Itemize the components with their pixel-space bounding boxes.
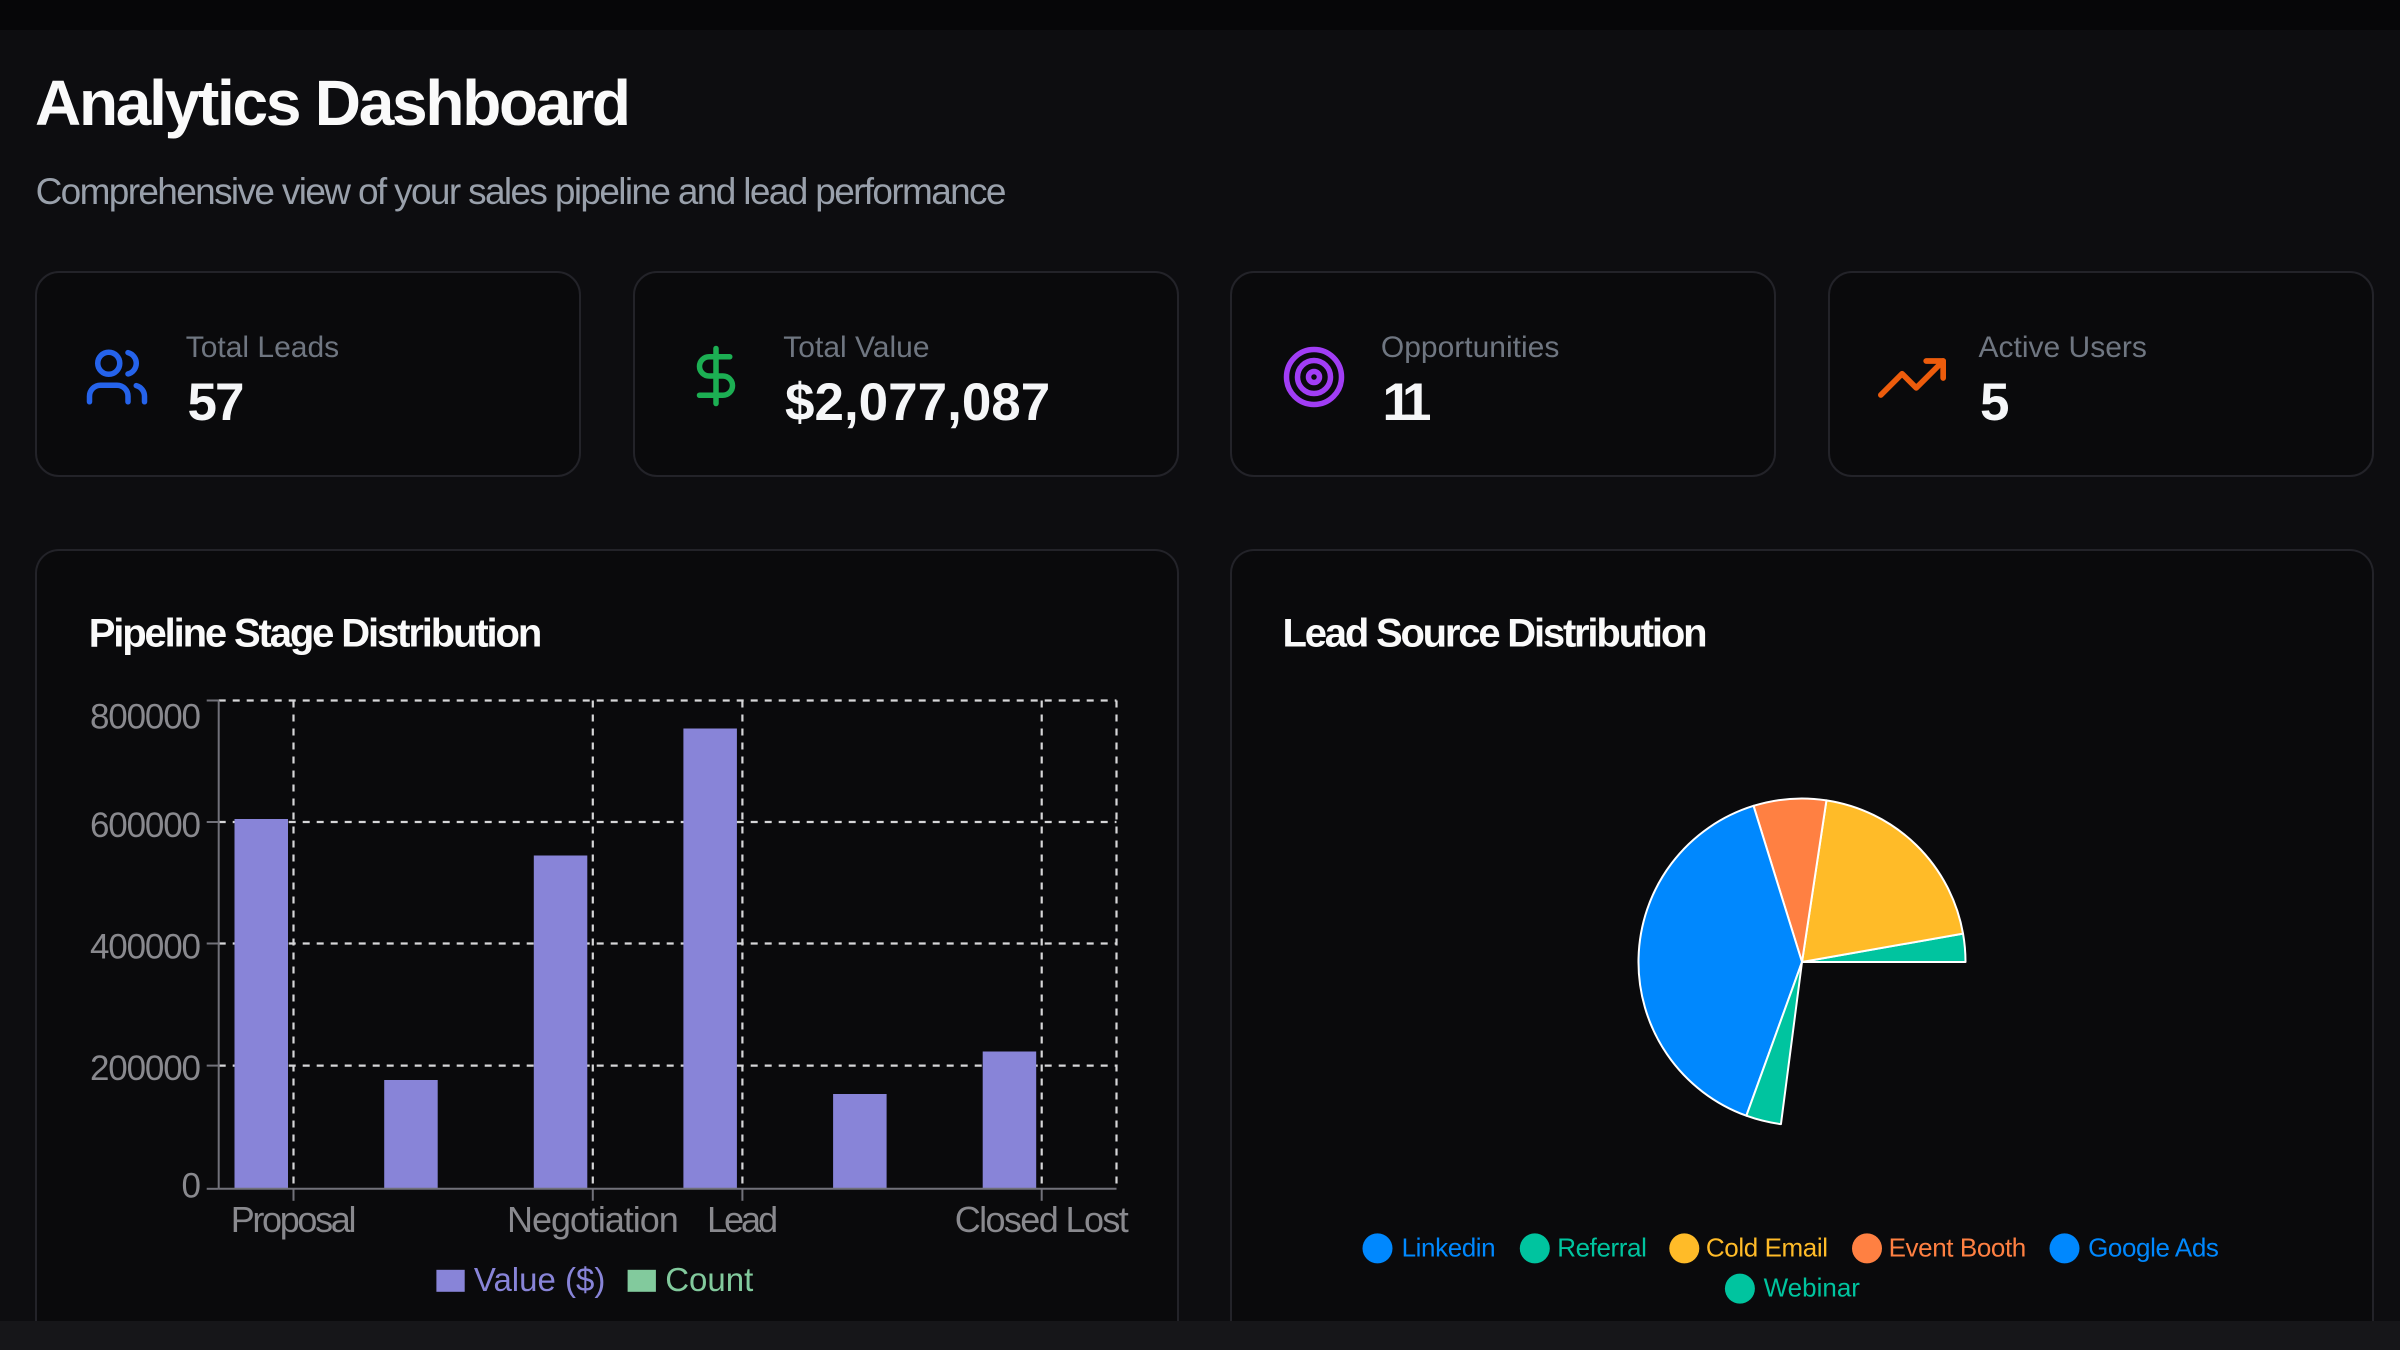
svg-text:Cold Email: Cold Email	[1706, 1233, 1828, 1263]
svg-text:800000: 800000	[90, 698, 201, 737]
svg-text:Pipeline Stage Distribution: Pipeline Stage Distribution	[89, 612, 540, 656]
svg-text:Linkedin: Linkedin	[1402, 1233, 1496, 1263]
svg-text:Total Leads: Total Leads	[186, 331, 339, 364]
svg-text:Google Ads: Google Ads	[2088, 1233, 2219, 1263]
svg-text:Active Users: Active Users	[1979, 331, 2147, 364]
svg-text:400000: 400000	[90, 928, 201, 967]
svg-text:Total Value: Total Value	[783, 331, 929, 364]
svg-text:Value ($): Value ($)	[474, 1261, 605, 1298]
svg-text:Lead Source Distribution: Lead Source Distribution	[1283, 612, 1706, 656]
svg-text:Webinar: Webinar	[1764, 1273, 1861, 1303]
svg-text:600000: 600000	[90, 806, 201, 845]
svg-text:5: 5	[1980, 373, 2009, 432]
svg-text:Opportunities: Opportunities	[1381, 331, 1559, 364]
svg-text:57: 57	[188, 373, 243, 432]
svg-text:Analytics Dashboard: Analytics Dashboard	[35, 67, 629, 139]
svg-text:Referral: Referral	[1557, 1233, 1646, 1263]
svg-text:Comprehensive view of your sal: Comprehensive view of your sales pipelin…	[36, 171, 1005, 212]
svg-text:Closed Lost: Closed Lost	[955, 1199, 1129, 1240]
svg-text:Count: Count	[665, 1261, 753, 1298]
svg-text:$2,077,087: $2,077,087	[785, 373, 1050, 432]
svg-text:Negotiation: Negotiation	[507, 1199, 678, 1240]
svg-text:0: 0	[182, 1167, 201, 1206]
svg-text:Proposal: Proposal	[231, 1199, 355, 1240]
svg-text:200000: 200000	[90, 1049, 201, 1088]
svg-text:Lead: Lead	[707, 1199, 776, 1240]
svg-text:Event Booth: Event Booth	[1889, 1233, 2026, 1263]
